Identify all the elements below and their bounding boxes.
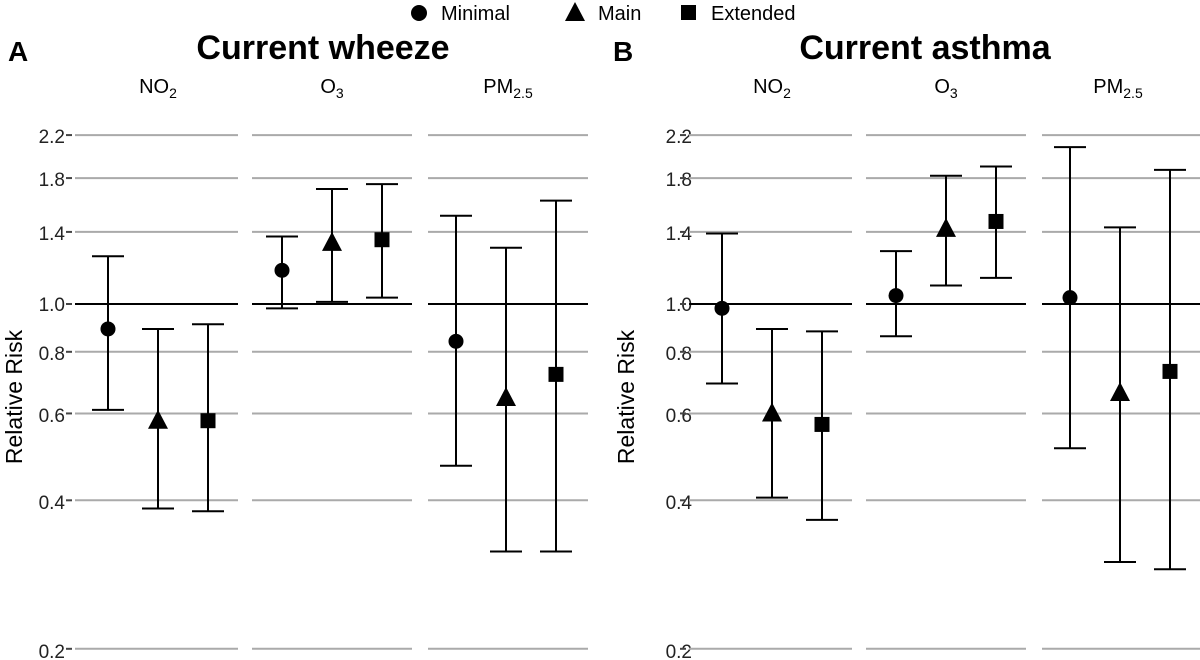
y-tick-label: 1.8 <box>666 170 692 191</box>
y-tick-label: 0.8 <box>39 344 65 365</box>
panel-b-facet-labels: NO2 O3 PM2.5 <box>753 76 1143 101</box>
y-tick-label: 1.4 <box>39 224 66 245</box>
point-estimate-minimal <box>274 262 290 278</box>
point-estimate-extended <box>374 232 390 248</box>
point-estimate-extended <box>1162 363 1178 379</box>
point-estimate-minimal <box>1062 290 1078 306</box>
facet-label-pm25: PM2.5 <box>1093 76 1143 101</box>
y-tick-label: 1.0 <box>39 295 65 316</box>
y-tick-label: 0.2 <box>39 642 65 660</box>
legend-label-minimal: Minimal <box>441 3 510 25</box>
legend: Minimal Main Extended <box>411 2 796 25</box>
point-estimate-extended <box>988 213 1004 229</box>
y-tick-label: 1.4 <box>666 224 693 245</box>
panel-a: A Current wheeze Relative Risk 0.2 0.4 0… <box>1 29 588 660</box>
y-tick-label: 1.8 <box>39 170 65 191</box>
panel-a-plot-area <box>66 134 588 650</box>
legend-label-extended: Extended <box>711 3 796 25</box>
point-estimate-main <box>936 217 956 237</box>
facet-label-o3: O3 <box>934 76 958 101</box>
y-tick-label: 0.6 <box>39 406 65 427</box>
y-tick-label: 0.4 <box>666 493 693 514</box>
y-tick-label: 0.6 <box>666 406 692 427</box>
point-estimate-main <box>496 386 516 406</box>
facet-label-o3: O3 <box>320 76 344 101</box>
point-estimate-extended <box>548 366 564 382</box>
panel-a-y-ticks: 0.2 0.4 0.6 0.8 1.0 1.4 1.8 2.2 <box>39 127 66 660</box>
panel-b-y-axis-label: Relative Risk <box>613 329 639 464</box>
point-estimate-minimal <box>888 288 904 304</box>
panel-a-letter: A <box>8 36 28 67</box>
y-tick-label: 2.2 <box>666 127 692 148</box>
legend-label-main: Main <box>598 3 641 25</box>
point-estimate-main <box>322 231 342 251</box>
point-estimate-minimal <box>100 321 116 337</box>
point-estimate-main <box>1110 382 1130 402</box>
facet-label-pm25: PM2.5 <box>483 76 533 101</box>
panel-b-y-ticks: 0.2 0.4 0.6 0.8 1.0 1.4 1.8 2.2 <box>666 127 693 660</box>
panel-a-facet-labels: NO2 O3 PM2.5 <box>139 76 533 101</box>
y-tick-label: 0.4 <box>39 493 66 514</box>
panel-a-title: Current wheeze <box>196 29 449 67</box>
facet-label-no2: NO2 <box>753 76 791 101</box>
point-estimate-extended <box>814 416 830 432</box>
y-tick-label: 0.2 <box>666 642 692 660</box>
panel-b-letter: B <box>613 36 633 67</box>
point-estimate-minimal <box>714 300 730 316</box>
facet-label-no2: NO2 <box>139 76 177 101</box>
point-estimate-extended <box>200 413 216 429</box>
point-estimate-main <box>762 402 782 422</box>
y-tick-label: 2.2 <box>39 127 65 148</box>
point-estimate-minimal <box>448 333 464 349</box>
y-tick-label: 0.8 <box>666 344 692 365</box>
legend-marker-extended <box>681 5 696 20</box>
panel-b: B Current asthma Relative Risk 0.2 0.4 0… <box>613 29 1200 660</box>
legend-marker-main <box>565 2 585 21</box>
panel-b-plot-area <box>680 134 1200 650</box>
panel-b-title: Current asthma <box>799 29 1051 67</box>
legend-marker-minimal <box>411 5 427 21</box>
y-tick-label: 1.0 <box>666 295 692 316</box>
panel-a-y-axis-label: Relative Risk <box>1 329 27 464</box>
point-estimate-main <box>148 409 168 429</box>
